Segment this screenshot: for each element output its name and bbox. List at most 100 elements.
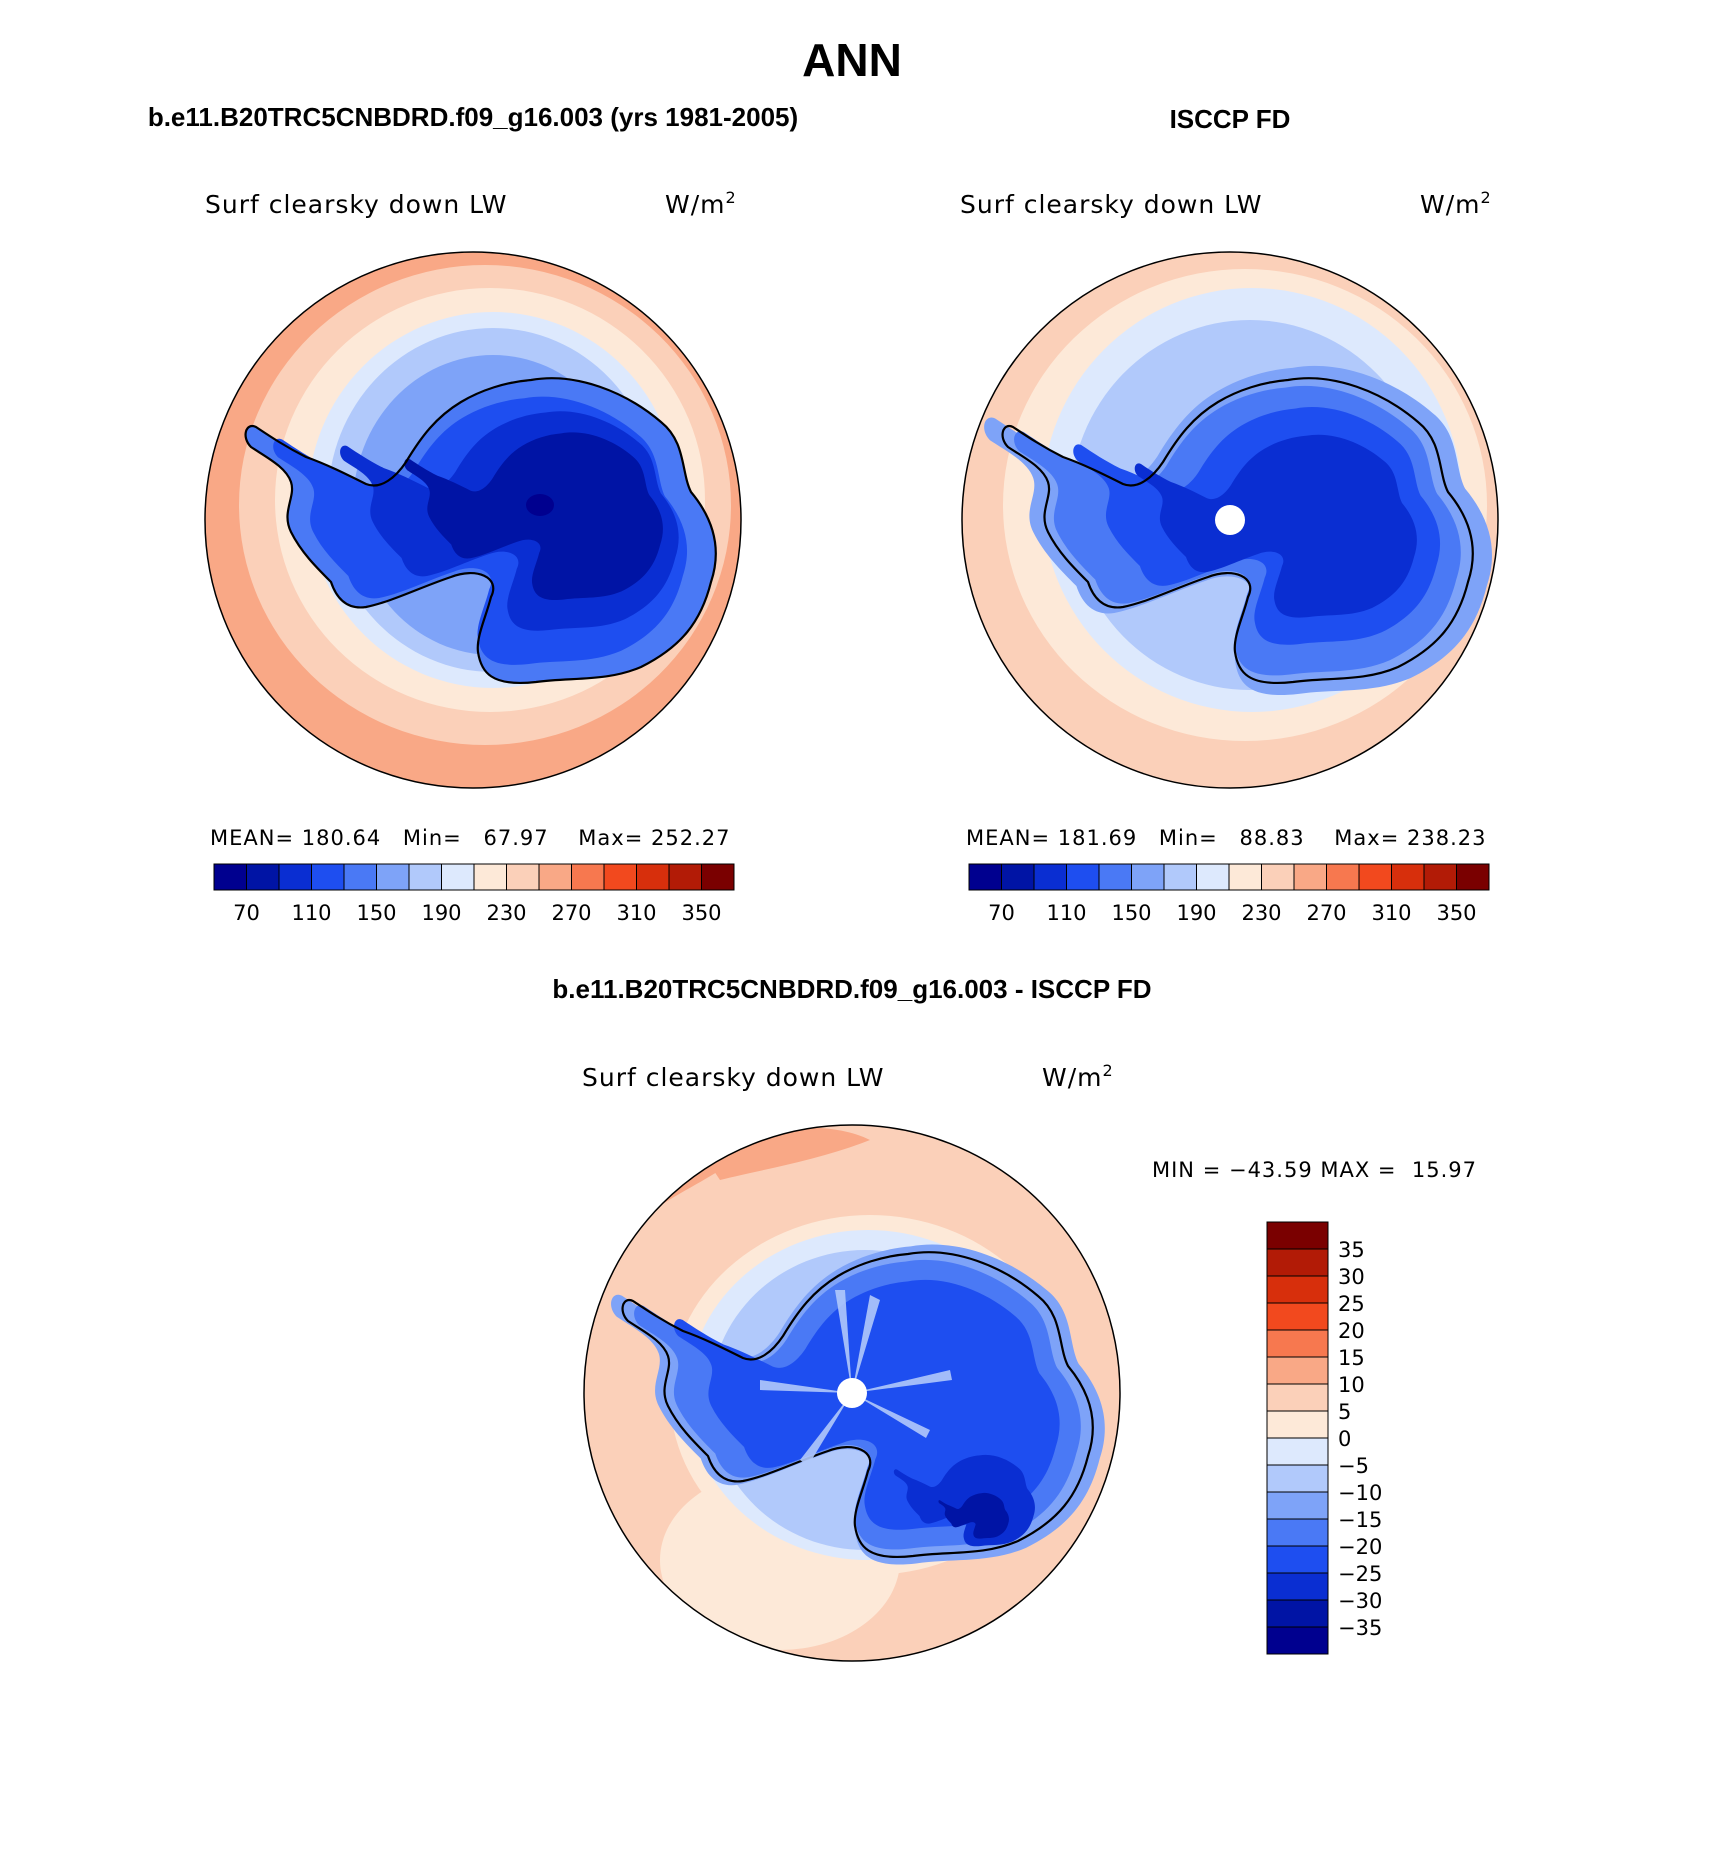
- panel-a-colorbar-tick-label: 310: [616, 901, 656, 925]
- panel-a-colorbar-swatch: [506, 863, 540, 891]
- diff-heading: b.e11.B20TRC5CNBDRD.f09_g16.003 - ISCCP …: [552, 974, 1151, 1004]
- diff-colorbar-tick-label: 35: [1338, 1238, 1365, 1262]
- panel-b-colorbar-swatch: [1001, 863, 1035, 891]
- panel-a-colorbar-swatch: [538, 863, 572, 891]
- panel-b-pole-hole: [1215, 505, 1245, 535]
- panel-b-colorbar-tick-label: 110: [1046, 901, 1086, 925]
- diff-variable: Surf clearsky down LW: [582, 1063, 885, 1092]
- diff-colorbar-tick-label: −35: [1338, 1616, 1382, 1640]
- panel-b-colorbar-swatch: [1066, 863, 1100, 891]
- panel-a-map: [205, 252, 741, 788]
- panel-b-heading: ISCCP FD: [1170, 104, 1291, 134]
- diff-colorbar-tick-label: −25: [1338, 1562, 1382, 1586]
- panel-a-colorbar-swatch: [278, 863, 312, 891]
- panel-b-colorbar-swatch: [1293, 863, 1327, 891]
- panel-a-min-spot: [526, 494, 554, 516]
- panel-b-map: [962, 252, 1498, 788]
- panel-b-colorbar-swatch: [1326, 863, 1360, 891]
- panel-b-colorbar-swatch: [1033, 863, 1067, 891]
- diff-map-border: [583, 1124, 1121, 1662]
- panel-b-map-border: [961, 251, 1499, 789]
- panel-b-colorbar-tick-label: 190: [1176, 901, 1216, 925]
- diff-colorbar-swatch: [1266, 1626, 1329, 1655]
- panel-a-colorbar-swatch: [213, 863, 247, 891]
- diff-colorbar-tick-label: 20: [1338, 1319, 1365, 1343]
- panel-b-colorbar-swatch: [1163, 863, 1197, 891]
- diff-minmax: MIN = −43.59 MAX = 15.97: [1152, 1158, 1477, 1182]
- diff-colorbar-swatch: [1266, 1383, 1329, 1412]
- diff-colorbar-swatch: [1266, 1491, 1329, 1520]
- panel-a-colorbar: 70 110 150 190 230 270 310 350: [213, 863, 735, 925]
- diff-colorbar-tick-label: −15: [1338, 1508, 1382, 1532]
- diff-pole-hole: [837, 1378, 867, 1408]
- panel-b-colorbar-swatch: [1391, 863, 1425, 891]
- panel-a-colorbar-tick-label: 350: [681, 901, 721, 925]
- panel-a-colorbar-swatch: [441, 863, 475, 891]
- diff-colorbar-swatch: [1266, 1302, 1329, 1331]
- diff-colorbar-tick-label: 5: [1338, 1400, 1351, 1424]
- diff-colorbar-swatch: [1266, 1572, 1329, 1601]
- panel-a-map-border: [204, 251, 742, 789]
- diff-colorbar-swatch: [1266, 1464, 1329, 1493]
- panel-a-colorbar-swatch: [473, 863, 507, 891]
- diff-colorbar-swatch: [1266, 1599, 1329, 1628]
- diff-colorbar-swatch: [1266, 1275, 1329, 1304]
- diff-colorbar-swatch: [1266, 1410, 1329, 1439]
- panel-a-colorbar-swatch: [701, 863, 735, 891]
- panel-a-colorbar-tick-label: 70: [233, 901, 260, 925]
- panel-b-colorbar-tick-label: 150: [1111, 901, 1151, 925]
- diff-colorbar-swatch: [1266, 1221, 1329, 1250]
- panel-b-colorbar-swatch: [1131, 863, 1165, 891]
- diff-colorbar-tick-label: 30: [1338, 1265, 1365, 1289]
- panel-a-colorbar-swatch: [343, 863, 377, 891]
- panel-b-colorbar-swatch: [1196, 863, 1230, 891]
- figure-title: ANN: [802, 34, 902, 86]
- panel-b-stats: MEAN= 181.69 Min= 88.83 Max= 238.23: [966, 826, 1486, 850]
- panel-b-colorbar-swatch: [1098, 863, 1132, 891]
- diff-colorbar-tick-label: 0: [1338, 1427, 1351, 1451]
- panel-b-colorbar-swatch: [968, 863, 1002, 891]
- panel-b-colorbar: 70 110 150 190 230 270 310 350: [968, 863, 1490, 925]
- panel-a-colorbar-tick-label: 190: [421, 901, 461, 925]
- diff-colorbar-tick-label: −20: [1338, 1535, 1382, 1559]
- panel-b-units: W/m2: [1420, 188, 1492, 219]
- diff-colorbar-tick-label: −10: [1338, 1481, 1382, 1505]
- diff-colorbar-tick-label: 25: [1338, 1292, 1365, 1316]
- diff-colorbar-swatch: [1266, 1437, 1329, 1466]
- panel-a-colorbar-swatch: [246, 863, 280, 891]
- panel-a-variable: Surf clearsky down LW: [205, 190, 508, 219]
- panel-a-stats: MEAN= 180.64 Min= 67.97 Max= 252.27: [210, 826, 730, 850]
- diff-map: [584, 1125, 1120, 1661]
- diff-colorbar: 35 30 25 20 15 10 5 0 −5 −10 −15 −20 −25 −30 −35: [1266, 1221, 1382, 1655]
- diff-colorbar-tick-label: −5: [1338, 1454, 1369, 1478]
- panel-a-colorbar-swatch: [311, 863, 345, 891]
- panel-a-colorbar-tick-label: 110: [291, 901, 331, 925]
- panel-a-colorbar-swatch: [636, 863, 670, 891]
- diff-colorbar-swatch: [1266, 1545, 1329, 1574]
- panel-b-colorbar-swatch: [1456, 863, 1490, 891]
- panel-b-variable: Surf clearsky down LW: [960, 190, 1263, 219]
- diff-colorbar-tick-label: −30: [1338, 1589, 1382, 1613]
- panel-b-colorbar-tick-label: 350: [1436, 901, 1476, 925]
- panel-a-colorbar-tick-label: 270: [551, 901, 591, 925]
- diff-colorbar-swatch: [1266, 1248, 1329, 1277]
- panel-b-colorbar-swatch: [1261, 863, 1295, 891]
- panel-b-colorbar-swatch: [1358, 863, 1392, 891]
- diff-radial-streaks: [760, 1290, 952, 1466]
- diff-colorbar-tick-label: 10: [1338, 1373, 1365, 1397]
- panel-b-colorbar-tick-label: 230: [1241, 901, 1281, 925]
- panel-a-colorbar-swatch: [571, 863, 605, 891]
- panel-b-colorbar-swatch: [1423, 863, 1457, 891]
- panel-b-colorbar-tick-label: 310: [1371, 901, 1411, 925]
- panel-a-colorbar-swatch: [408, 863, 442, 891]
- panel-b-colorbar-tick-label: 70: [988, 901, 1015, 925]
- panel-b-colorbar-tick-label: 270: [1306, 901, 1346, 925]
- diff-colorbar-tick-label: 15: [1338, 1346, 1365, 1370]
- diff-colorbar-swatch: [1266, 1329, 1329, 1358]
- diff-colorbar-swatch: [1266, 1356, 1329, 1385]
- panel-a-heading: b.e11.B20TRC5CNBDRD.f09_g16.003 (yrs 198…: [148, 102, 798, 132]
- panel-a-colorbar-swatch: [668, 863, 702, 891]
- panel-a-units: W/m2: [665, 188, 737, 219]
- panel-a-colorbar-tick-label: 150: [356, 901, 396, 925]
